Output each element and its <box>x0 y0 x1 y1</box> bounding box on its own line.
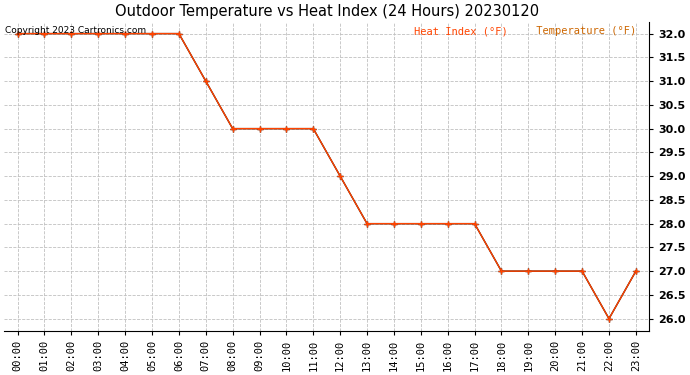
Title: Outdoor Temperature vs Heat Index (24 Hours) 20230120: Outdoor Temperature vs Heat Index (24 Ho… <box>115 4 539 19</box>
Text: Copyright 2023 Cartronics.com: Copyright 2023 Cartronics.com <box>6 26 146 35</box>
Text: Heat Index (°F): Heat Index (°F) <box>415 26 509 36</box>
Text: Temperature (°F): Temperature (°F) <box>530 26 636 36</box>
